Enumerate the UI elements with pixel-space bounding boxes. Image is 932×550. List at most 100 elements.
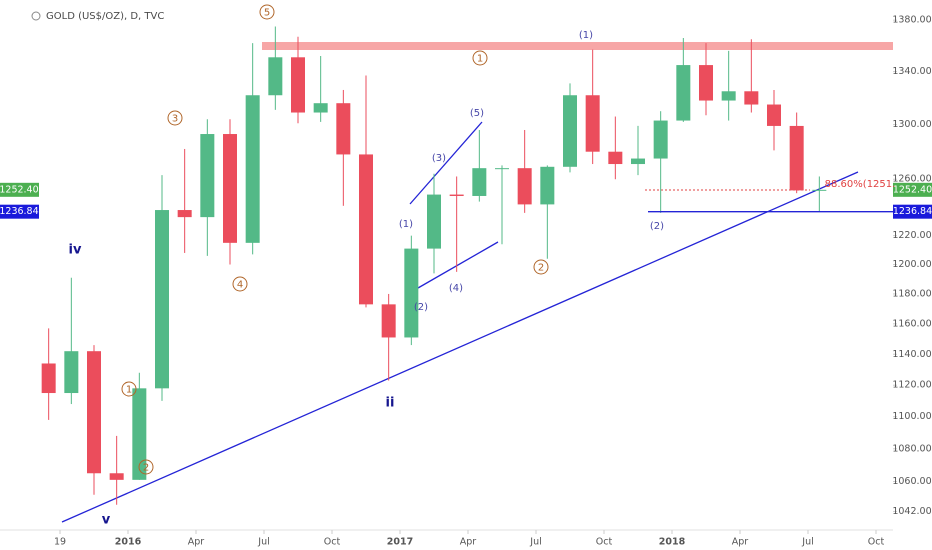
x-tick-label: Apr bbox=[460, 537, 477, 548]
candle-body bbox=[789, 125, 804, 191]
y-tick-label: 1042.00 bbox=[892, 506, 931, 517]
candle-body bbox=[676, 65, 691, 121]
candle-body bbox=[472, 168, 487, 196]
candle-body bbox=[381, 304, 396, 338]
resistance-zone bbox=[262, 42, 893, 50]
y-tick-label: 1100.00 bbox=[892, 411, 931, 422]
price-label-box bbox=[0, 182, 39, 197]
y-tick-label: 1180.00 bbox=[892, 288, 931, 299]
price-label: 1252.40 bbox=[893, 184, 932, 195]
wave-label: 2 bbox=[143, 463, 149, 474]
y-tick-label: 1200.00 bbox=[892, 259, 931, 270]
price-label: 1236.84 bbox=[0, 206, 39, 217]
wave-label: (1) bbox=[579, 30, 593, 41]
x-tick-label: 19 bbox=[54, 537, 66, 548]
wave-label: (3) bbox=[432, 153, 446, 164]
wave-label: 4 bbox=[237, 280, 243, 291]
candle-body bbox=[563, 95, 577, 167]
wave-circle bbox=[533, 259, 549, 275]
x-tick-label: Apr bbox=[188, 537, 205, 548]
trend-line bbox=[61, 171, 859, 523]
candle-body bbox=[812, 189, 827, 191]
price-label-box bbox=[0, 204, 39, 219]
x-tick-label: Oct bbox=[596, 537, 613, 548]
candle-body bbox=[359, 154, 373, 305]
symbol-icon bbox=[31, 11, 41, 21]
channel-line bbox=[409, 121, 483, 205]
candle-body bbox=[223, 134, 237, 243]
x-tick-label: 2016 bbox=[115, 537, 142, 548]
price-label: 1236.84 bbox=[893, 206, 932, 217]
wave-label: iv bbox=[69, 243, 82, 258]
candle-body bbox=[336, 103, 351, 155]
fib-label: 88.60%(1251. bbox=[825, 179, 896, 190]
wave-circle bbox=[472, 50, 488, 66]
wave-label: (5) bbox=[470, 108, 484, 119]
candle-body bbox=[608, 151, 623, 165]
candle-body bbox=[517, 168, 532, 205]
wave-label: 5 bbox=[264, 8, 270, 19]
candle-body bbox=[313, 103, 328, 113]
candle-body bbox=[87, 351, 101, 474]
candle-body bbox=[767, 104, 781, 126]
candle-body bbox=[155, 210, 169, 389]
candle-body bbox=[404, 248, 419, 338]
wave-label: ii bbox=[386, 396, 395, 411]
price-label: 1252.40 bbox=[0, 184, 39, 195]
candle-body bbox=[177, 210, 192, 218]
wave-label: (4) bbox=[449, 283, 463, 294]
y-tick-label: 1260.00 bbox=[892, 174, 931, 185]
candle-body bbox=[200, 134, 215, 218]
wave-label: 1 bbox=[126, 385, 132, 396]
y-tick-label: 1060.00 bbox=[892, 476, 931, 487]
x-tick-label: Jul bbox=[529, 537, 541, 548]
candle-body bbox=[699, 65, 713, 101]
y-tick-label: 1160.00 bbox=[892, 318, 931, 329]
chart-title: GOLD (US$/OZ), D, TVC bbox=[46, 11, 164, 22]
wave-circle bbox=[121, 381, 137, 397]
candle-body bbox=[744, 91, 759, 105]
wave-label: 1 bbox=[477, 54, 483, 65]
candle-body bbox=[109, 473, 124, 480]
wave-label: (2) bbox=[414, 302, 428, 313]
price-label-box bbox=[893, 204, 932, 219]
wave-label: 2 bbox=[538, 263, 544, 274]
y-tick-label: 1120.00 bbox=[892, 380, 931, 391]
x-tick-label: 2017 bbox=[387, 537, 413, 548]
price-label-box bbox=[893, 182, 932, 197]
candle-body bbox=[245, 95, 260, 243]
y-tick-label: 1380.00 bbox=[892, 15, 931, 26]
x-tick-label: Jul bbox=[801, 537, 813, 548]
wave-circle bbox=[259, 4, 275, 20]
y-tick-label: 1300.00 bbox=[892, 119, 931, 130]
candle-body bbox=[64, 351, 79, 394]
candle-body bbox=[631, 158, 645, 165]
candle-body bbox=[653, 120, 668, 159]
candle-body bbox=[721, 91, 736, 101]
x-tick-label: Oct bbox=[324, 537, 341, 548]
y-tick-label: 1220.00 bbox=[892, 230, 931, 241]
wave-circle bbox=[232, 276, 248, 292]
x-tick-label: Apr bbox=[732, 537, 749, 548]
x-tick-label: Jul bbox=[257, 537, 269, 548]
candle-body bbox=[268, 57, 283, 96]
candle-body bbox=[495, 168, 509, 170]
y-tick-label: 1140.00 bbox=[892, 349, 931, 360]
y-tick-label: 1340.00 bbox=[892, 66, 931, 77]
candle-body bbox=[427, 194, 441, 249]
channel-line bbox=[417, 241, 499, 289]
wave-circle bbox=[167, 110, 183, 126]
candle-body bbox=[449, 194, 464, 196]
wave-label: (1) bbox=[399, 219, 413, 230]
wave-label: (2) bbox=[650, 221, 664, 232]
wave-label: 3 bbox=[172, 114, 178, 125]
x-tick-label: 2018 bbox=[659, 537, 686, 548]
wave-circle bbox=[138, 459, 154, 475]
candle-body bbox=[540, 166, 555, 205]
candle-body bbox=[291, 57, 305, 113]
candle-body bbox=[585, 95, 600, 152]
candle-body bbox=[41, 363, 56, 394]
wave-label: v bbox=[102, 513, 111, 528]
